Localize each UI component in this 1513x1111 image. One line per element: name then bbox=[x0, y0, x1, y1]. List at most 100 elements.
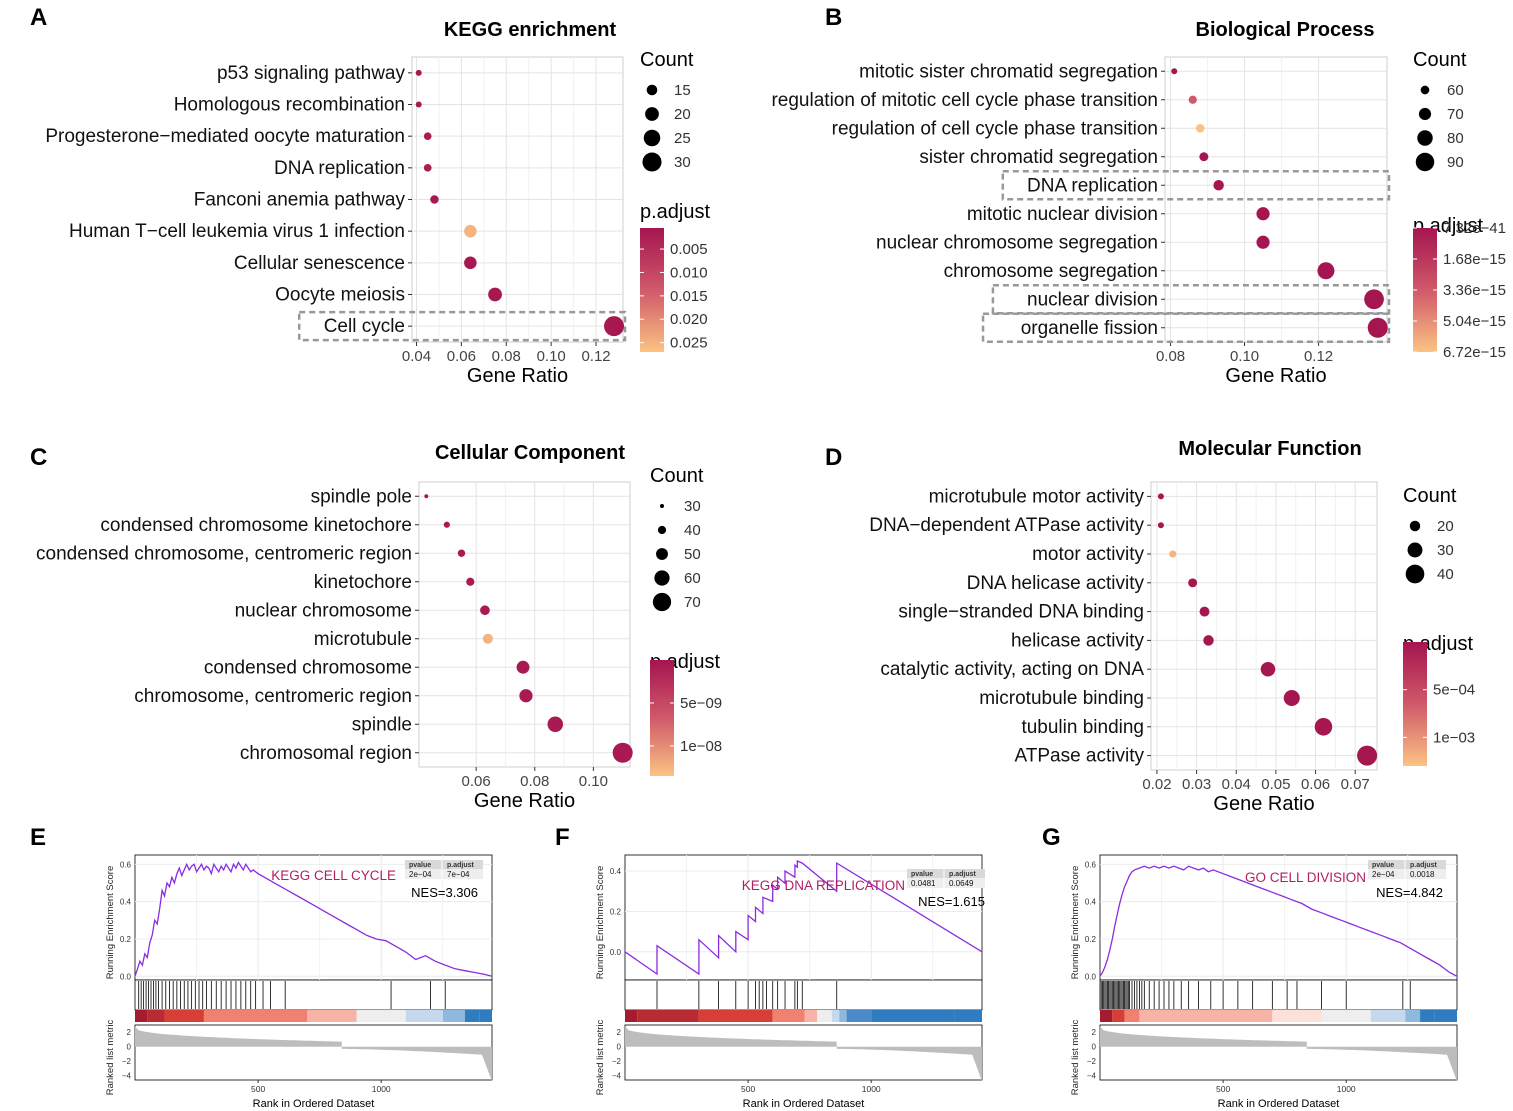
color-legend-label: 0.010 bbox=[670, 264, 708, 281]
data-point bbox=[612, 742, 633, 763]
size-legend-label: 30 bbox=[674, 154, 691, 171]
stats-header-bg bbox=[405, 860, 483, 869]
term-label: condensed chromosome, centromeric region bbox=[36, 543, 412, 564]
panel-letter: G bbox=[1042, 824, 1061, 851]
size-legend-dot bbox=[652, 592, 672, 612]
x-tick-label: 0.12 bbox=[1304, 348, 1333, 365]
x-tick-label: 0.04 bbox=[1222, 776, 1251, 793]
es-tick-label: 0.4 bbox=[1085, 898, 1097, 907]
x-tick-label: 0.08 bbox=[492, 348, 521, 365]
color-legend-label: 6.72e−15 bbox=[1443, 344, 1506, 361]
stats-row-bg bbox=[1368, 869, 1446, 879]
data-point bbox=[480, 605, 490, 616]
size-legend-label: 30 bbox=[684, 498, 701, 515]
size-legend-title: Count bbox=[650, 465, 704, 487]
color-legend-label: 5e−09 bbox=[680, 695, 722, 712]
term-label: nuclear chromosome segregation bbox=[876, 232, 1158, 253]
metric-area bbox=[625, 1026, 982, 1082]
es-axis-label: Running Enrichment Score bbox=[105, 866, 116, 980]
color-legend-label: 0.015 bbox=[670, 288, 708, 305]
heat-segment bbox=[1112, 1010, 1125, 1022]
term-label: spindle pole bbox=[311, 486, 412, 507]
es-tick-label: 0.2 bbox=[610, 907, 622, 916]
term-label: Human T−cell leukemia virus 1 infection bbox=[69, 221, 405, 242]
metric-tick-label: −4 bbox=[122, 1072, 132, 1081]
heat-segment bbox=[831, 1010, 840, 1022]
es-tick-label: 0.0 bbox=[1085, 972, 1097, 981]
size-legend-dot bbox=[656, 548, 668, 560]
es-tick-label: 0.2 bbox=[1085, 935, 1097, 944]
metric-area bbox=[135, 1026, 492, 1082]
es-tick-label: 0.0 bbox=[610, 948, 622, 957]
data-point bbox=[1283, 689, 1300, 707]
x-tick-label: 500 bbox=[251, 1084, 265, 1094]
heat-segment bbox=[1272, 1010, 1322, 1022]
data-point bbox=[1367, 317, 1388, 338]
heat-segment bbox=[804, 1010, 818, 1022]
heat-segment bbox=[164, 1010, 204, 1022]
color-legend-label: 1.68e−15 bbox=[1443, 251, 1506, 268]
term-label: chromosomal region bbox=[240, 743, 412, 764]
highlight-box bbox=[297, 310, 627, 342]
x-tick-label: 0.10 bbox=[1230, 348, 1259, 365]
stats-value: 2e−04 bbox=[1372, 870, 1395, 879]
x-tick-label: 0.08 bbox=[1156, 348, 1185, 365]
data-point bbox=[1171, 68, 1178, 75]
size-legend-label: 25 bbox=[674, 130, 691, 147]
metric-tick-label: 2 bbox=[617, 1028, 622, 1037]
size-legend-dot bbox=[643, 129, 661, 147]
data-point bbox=[1199, 606, 1210, 617]
size-legend-dot bbox=[645, 107, 659, 121]
heat-segment bbox=[1124, 1010, 1140, 1022]
color-legend-label: 0.025 bbox=[670, 335, 708, 352]
es-axis-label: Running Enrichment Score bbox=[595, 866, 606, 980]
data-point bbox=[1203, 635, 1214, 646]
size-legend-title: Count bbox=[640, 49, 694, 71]
heat-segment bbox=[307, 1010, 357, 1022]
data-point bbox=[423, 163, 432, 172]
term-label: microtubule motor activity bbox=[929, 486, 1145, 507]
stats-header: p.adjust bbox=[1410, 862, 1438, 869]
metric-axis-label: Ranked list metric bbox=[1070, 1020, 1081, 1096]
data-point bbox=[443, 521, 450, 528]
term-label: sister chromatid segregation bbox=[919, 147, 1158, 168]
term-label: Oocyte meiosis bbox=[275, 285, 405, 306]
size-legend-label: 60 bbox=[1447, 82, 1464, 99]
term-label: condensed chromosome bbox=[204, 657, 412, 678]
es-tick-label: 0.6 bbox=[120, 860, 132, 869]
hits-panel bbox=[1099, 979, 1458, 1011]
metric-panel bbox=[1099, 1024, 1458, 1081]
x-tick-label: 0.02 bbox=[1142, 776, 1171, 793]
stats-value: 7e−04 bbox=[447, 870, 470, 879]
data-point bbox=[1260, 661, 1276, 677]
stats-header: pvalue bbox=[1372, 862, 1394, 869]
data-point bbox=[1317, 262, 1335, 280]
stats-header: pvalue bbox=[911, 871, 933, 878]
term-label: spindle bbox=[352, 714, 412, 735]
data-point bbox=[604, 316, 625, 337]
stats-value: 0.0649 bbox=[949, 879, 974, 888]
es-curve bbox=[134, 861, 493, 977]
metric-panel bbox=[134, 1024, 493, 1081]
size-legend-dot bbox=[657, 525, 667, 535]
panel-D: D Molecular Function 0.02 0.03 0.04 0.05 0.06 0… bbox=[825, 438, 1475, 815]
data-point bbox=[1256, 235, 1270, 249]
term-label: Progesterone−mediated oocyte maturation bbox=[45, 126, 405, 147]
heat-segment bbox=[1321, 1010, 1371, 1022]
heat-segment bbox=[405, 1010, 443, 1022]
stats-header: pvalue bbox=[409, 862, 431, 869]
panel-letter: A bbox=[30, 4, 47, 31]
x-tick-label: 1000 bbox=[862, 1084, 881, 1094]
term-label: chromosome segregation bbox=[944, 261, 1158, 282]
es-tick-label: 0.4 bbox=[610, 867, 622, 876]
stats-header-bg bbox=[907, 869, 985, 878]
term-label: condensed chromosome kinetochore bbox=[100, 515, 412, 536]
panel-F: F 0.0 0.2 0.4 Running Enrichment Score 2 0 −2 −4… bbox=[555, 824, 985, 1110]
data-point bbox=[464, 224, 477, 238]
stats-header-bg bbox=[1368, 860, 1446, 869]
heat-segment bbox=[1420, 1010, 1435, 1022]
size-legend-label: 40 bbox=[1437, 566, 1454, 583]
